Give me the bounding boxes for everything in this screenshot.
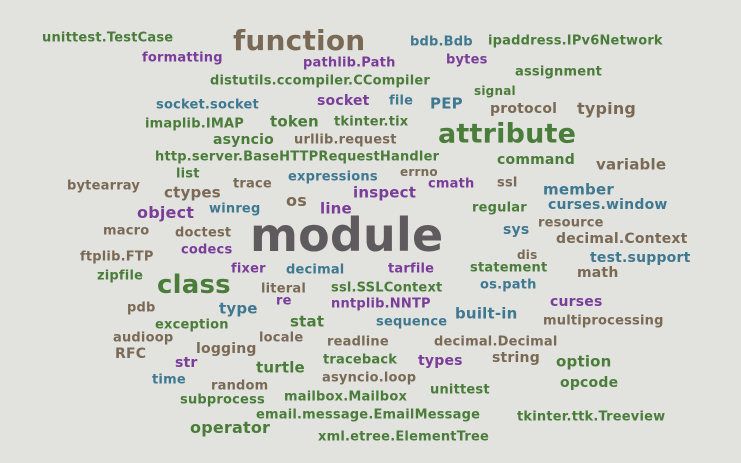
word-urllib-request: urllib.request xyxy=(294,132,397,148)
word-sequence: sequence xyxy=(376,314,448,330)
word-command: command xyxy=(497,152,575,168)
word-macro: macro xyxy=(103,223,150,239)
word-type: type xyxy=(219,299,258,318)
word-decimal: decimal xyxy=(286,262,345,278)
word-pdb: pdb xyxy=(127,300,156,316)
word-zipfile: zipfile xyxy=(97,268,144,284)
word-built-in: built-in xyxy=(455,304,518,323)
word-pathlib-path: pathlib.Path xyxy=(303,55,396,71)
word-multiprocessing: multiprocessing xyxy=(543,313,664,329)
word-tarfile: tarfile xyxy=(388,261,435,277)
word-bdb-bdb: bdb.Bdb xyxy=(410,34,473,50)
word-resource: resource xyxy=(538,215,604,231)
word-asyncio: asyncio xyxy=(213,132,274,148)
word-bytes: bytes xyxy=(446,52,488,68)
word-stat: stat xyxy=(290,312,325,331)
word-exception: exception xyxy=(155,317,229,333)
word-nntplib-nntp: nntplib.NNTP xyxy=(331,296,431,312)
word-pep: PEP xyxy=(430,94,463,113)
word-regular: regular xyxy=(472,200,527,216)
word-trace: trace xyxy=(233,176,272,192)
word-socket: socket xyxy=(317,93,370,109)
word-asyncio-loop: asyncio.loop xyxy=(322,370,417,386)
word-operator: operator xyxy=(190,418,271,437)
word-fixer: fixer xyxy=(231,261,266,277)
word-list: list xyxy=(176,166,200,182)
word-option: option xyxy=(556,352,612,371)
word-audioop: audioop xyxy=(113,330,174,346)
word-class: class xyxy=(157,270,231,300)
word-curses-window: curses.window xyxy=(548,197,668,213)
word-xml-etree-elementtree: xml.etree.ElementTree xyxy=(318,429,490,445)
word-decimal-decimal: decimal.Decimal xyxy=(434,334,558,350)
word-curses: curses xyxy=(550,294,603,310)
word-unittest-testcase: unittest.TestCase xyxy=(42,30,174,46)
word-ctypes: ctypes xyxy=(164,183,221,202)
word-unittest: unittest xyxy=(430,382,490,398)
word-decimal-context: decimal.Context xyxy=(556,231,688,247)
word-module: module xyxy=(250,208,444,262)
word-errno: errno xyxy=(400,165,438,179)
word-doctest: doctest xyxy=(175,225,232,241)
word-time: time xyxy=(152,372,186,388)
word-traceback: traceback xyxy=(323,352,398,368)
word-literal: literal xyxy=(261,281,306,297)
word-math: math xyxy=(577,265,619,281)
word-socket-socket: socket.socket xyxy=(156,97,259,113)
word-codecs: codecs xyxy=(181,242,233,258)
word-statement: statement xyxy=(470,260,548,276)
word-mailbox-mailbox: mailbox.Mailbox xyxy=(284,389,408,405)
word-signal: signal xyxy=(474,84,516,98)
word-imaplib-imap: imaplib.IMAP xyxy=(145,116,244,132)
word-dis: dis xyxy=(517,248,538,262)
word-function: function xyxy=(233,24,366,57)
word-ftplib-ftp: ftplib.FTP xyxy=(80,249,154,265)
word-assignment: assignment xyxy=(515,64,603,80)
word-sys: sys xyxy=(503,222,530,238)
word-protocol: protocol xyxy=(490,101,558,117)
word-ssl: ssl xyxy=(497,175,518,191)
word-logging: logging xyxy=(196,341,257,357)
word-formatting: formatting xyxy=(142,50,223,66)
word-readline: readline xyxy=(327,334,389,350)
word-locale: locale xyxy=(259,330,304,346)
word-test-support: test.support xyxy=(590,250,691,266)
word-opcode: opcode xyxy=(560,375,619,391)
word-email-message-emailmessage: email.message.EmailMessage xyxy=(256,407,481,423)
word-random: random xyxy=(211,378,269,394)
word-object: object xyxy=(137,203,195,222)
word-inspect: inspect xyxy=(353,183,417,202)
word-types: types xyxy=(418,353,463,369)
word-re: re xyxy=(276,293,292,309)
word-tkinter-tix: tkinter.tix xyxy=(334,114,409,130)
word-member: member xyxy=(543,180,614,199)
word-ipaddress-ipv6network: ipaddress.IPv6Network xyxy=(488,33,663,49)
word-ssl-sslcontext: ssl.SSLContext xyxy=(331,280,443,296)
word-http-server-basehttprequesthandler: http.server.BaseHTTPRequestHandler xyxy=(155,149,440,165)
word-rfc: RFC xyxy=(115,346,147,362)
word-typing: typing xyxy=(577,99,637,118)
word-line: line xyxy=(320,199,352,218)
word-bytearray: bytearray xyxy=(67,178,141,194)
word-subprocess: subprocess xyxy=(180,392,265,408)
word-os: os xyxy=(286,191,307,210)
word-string: string xyxy=(492,350,540,366)
word-cmath: cmath xyxy=(428,176,475,192)
word-file: file xyxy=(389,93,414,109)
word-tkinter-ttk-treeview: tkinter.ttk.Treeview xyxy=(517,409,666,425)
word-os-path: os.path xyxy=(480,277,537,293)
word-variable: variable xyxy=(596,155,667,174)
word-distutils-ccompiler-ccompiler: distutils.ccompiler.CCompiler xyxy=(210,73,430,89)
word-turtle: turtle xyxy=(256,358,305,377)
word-attribute: attribute xyxy=(438,118,577,150)
word-expressions: expressions xyxy=(288,169,378,185)
word-str: str xyxy=(175,355,198,371)
word-token: token xyxy=(270,112,319,131)
word-winreg: winreg xyxy=(209,201,261,217)
